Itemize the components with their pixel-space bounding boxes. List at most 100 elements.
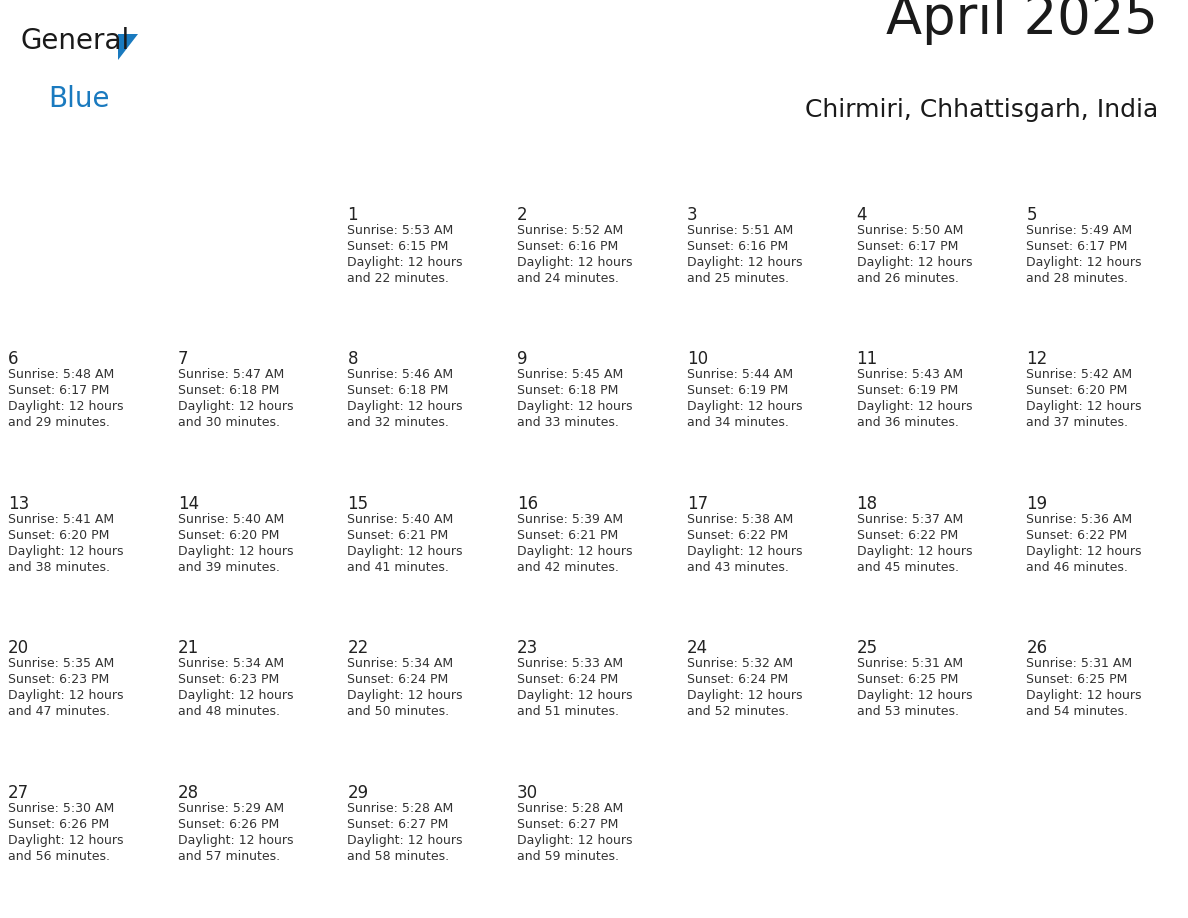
Text: Sunrise: 5:36 AM: Sunrise: 5:36 AM <box>1026 513 1132 526</box>
Text: Sunset: 6:26 PM: Sunset: 6:26 PM <box>178 818 279 831</box>
Text: Daylight: 12 hours: Daylight: 12 hours <box>8 834 124 846</box>
Text: Daylight: 12 hours: Daylight: 12 hours <box>8 544 124 558</box>
Text: Sunset: 6:17 PM: Sunset: 6:17 PM <box>8 385 109 397</box>
Text: 13: 13 <box>8 495 30 513</box>
Text: 2: 2 <box>517 206 527 224</box>
Text: Daylight: 12 hours: Daylight: 12 hours <box>178 834 293 846</box>
Text: 24: 24 <box>687 639 708 657</box>
Text: 3: 3 <box>687 206 697 224</box>
Text: and 53 minutes.: and 53 minutes. <box>857 705 959 718</box>
Text: and 54 minutes.: and 54 minutes. <box>1026 705 1129 718</box>
Text: Sunset: 6:18 PM: Sunset: 6:18 PM <box>517 385 619 397</box>
Text: 18: 18 <box>857 495 878 513</box>
Text: Sunset: 6:23 PM: Sunset: 6:23 PM <box>178 673 279 686</box>
Text: Sunrise: 5:31 AM: Sunrise: 5:31 AM <box>857 657 962 670</box>
Text: Sunset: 6:24 PM: Sunset: 6:24 PM <box>347 673 449 686</box>
Text: Daylight: 12 hours: Daylight: 12 hours <box>347 834 463 846</box>
Text: Sunrise: 5:49 AM: Sunrise: 5:49 AM <box>1026 224 1132 237</box>
Text: Daylight: 12 hours: Daylight: 12 hours <box>687 689 802 702</box>
Text: Sunset: 6:25 PM: Sunset: 6:25 PM <box>1026 673 1127 686</box>
Text: Sunrise: 5:39 AM: Sunrise: 5:39 AM <box>517 513 624 526</box>
Text: Daylight: 12 hours: Daylight: 12 hours <box>857 256 972 269</box>
Text: Friday: Friday <box>857 163 918 181</box>
Text: 28: 28 <box>178 784 198 801</box>
Text: Sunset: 6:20 PM: Sunset: 6:20 PM <box>178 529 279 542</box>
Text: Saturday: Saturday <box>1026 163 1118 181</box>
Text: Daylight: 12 hours: Daylight: 12 hours <box>1026 256 1142 269</box>
Text: 4: 4 <box>857 206 867 224</box>
Text: Daylight: 12 hours: Daylight: 12 hours <box>347 400 463 413</box>
Text: Chirmiri, Chhattisgarh, India: Chirmiri, Chhattisgarh, India <box>804 98 1158 122</box>
Text: Sunrise: 5:34 AM: Sunrise: 5:34 AM <box>178 657 284 670</box>
Text: Wednesday: Wednesday <box>517 163 633 181</box>
Text: Sunset: 6:27 PM: Sunset: 6:27 PM <box>347 818 449 831</box>
Text: Sunrise: 5:46 AM: Sunrise: 5:46 AM <box>347 368 454 381</box>
Text: and 59 minutes.: and 59 minutes. <box>517 849 619 863</box>
Text: Daylight: 12 hours: Daylight: 12 hours <box>8 400 124 413</box>
Text: and 43 minutes.: and 43 minutes. <box>687 561 789 574</box>
Text: Daylight: 12 hours: Daylight: 12 hours <box>178 400 293 413</box>
Text: Sunrise: 5:42 AM: Sunrise: 5:42 AM <box>1026 368 1132 381</box>
Text: Sunrise: 5:40 AM: Sunrise: 5:40 AM <box>347 513 454 526</box>
Text: Sunset: 6:20 PM: Sunset: 6:20 PM <box>1026 385 1127 397</box>
Text: Sunday: Sunday <box>8 163 82 181</box>
Text: Sunset: 6:16 PM: Sunset: 6:16 PM <box>687 240 788 253</box>
Text: Daylight: 12 hours: Daylight: 12 hours <box>857 400 972 413</box>
Text: 11: 11 <box>857 351 878 368</box>
Text: Sunrise: 5:51 AM: Sunrise: 5:51 AM <box>687 224 794 237</box>
Text: Daylight: 12 hours: Daylight: 12 hours <box>517 834 633 846</box>
Text: and 36 minutes.: and 36 minutes. <box>857 417 959 430</box>
Text: and 56 minutes.: and 56 minutes. <box>8 849 110 863</box>
Text: Daylight: 12 hours: Daylight: 12 hours <box>857 689 972 702</box>
Text: Sunset: 6:26 PM: Sunset: 6:26 PM <box>8 818 109 831</box>
Text: 27: 27 <box>8 784 30 801</box>
Text: Sunrise: 5:50 AM: Sunrise: 5:50 AM <box>857 224 963 237</box>
Text: and 33 minutes.: and 33 minutes. <box>517 417 619 430</box>
Text: Sunset: 6:21 PM: Sunset: 6:21 PM <box>347 529 449 542</box>
Text: Sunrise: 5:32 AM: Sunrise: 5:32 AM <box>687 657 792 670</box>
Text: and 34 minutes.: and 34 minutes. <box>687 417 789 430</box>
Text: 9: 9 <box>517 351 527 368</box>
Text: Sunset: 6:17 PM: Sunset: 6:17 PM <box>857 240 958 253</box>
Text: and 32 minutes.: and 32 minutes. <box>347 417 449 430</box>
Text: April 2025: April 2025 <box>886 0 1158 45</box>
Text: Daylight: 12 hours: Daylight: 12 hours <box>1026 689 1142 702</box>
Text: Sunrise: 5:48 AM: Sunrise: 5:48 AM <box>8 368 114 381</box>
Text: Daylight: 12 hours: Daylight: 12 hours <box>517 256 633 269</box>
Text: 19: 19 <box>1026 495 1048 513</box>
Text: and 25 minutes.: and 25 minutes. <box>687 272 789 285</box>
Text: 17: 17 <box>687 495 708 513</box>
Text: Sunset: 6:24 PM: Sunset: 6:24 PM <box>687 673 788 686</box>
Text: Sunrise: 5:52 AM: Sunrise: 5:52 AM <box>517 224 624 237</box>
Text: 8: 8 <box>347 351 358 368</box>
Text: Sunset: 6:18 PM: Sunset: 6:18 PM <box>178 385 279 397</box>
Text: Sunrise: 5:37 AM: Sunrise: 5:37 AM <box>857 513 962 526</box>
Text: Daylight: 12 hours: Daylight: 12 hours <box>347 256 463 269</box>
Text: and 38 minutes.: and 38 minutes. <box>8 561 110 574</box>
Text: Sunrise: 5:33 AM: Sunrise: 5:33 AM <box>517 657 624 670</box>
Text: and 41 minutes.: and 41 minutes. <box>347 561 449 574</box>
Text: Thursday: Thursday <box>687 163 781 181</box>
Text: Sunrise: 5:29 AM: Sunrise: 5:29 AM <box>178 801 284 814</box>
Text: Sunset: 6:16 PM: Sunset: 6:16 PM <box>517 240 619 253</box>
Text: 26: 26 <box>1026 639 1048 657</box>
Text: Daylight: 12 hours: Daylight: 12 hours <box>857 544 972 558</box>
Text: Sunrise: 5:38 AM: Sunrise: 5:38 AM <box>687 513 794 526</box>
Text: Sunrise: 5:40 AM: Sunrise: 5:40 AM <box>178 513 284 526</box>
Text: and 39 minutes.: and 39 minutes. <box>178 561 279 574</box>
Text: and 37 minutes.: and 37 minutes. <box>1026 417 1129 430</box>
Text: and 30 minutes.: and 30 minutes. <box>178 417 279 430</box>
Text: Sunset: 6:27 PM: Sunset: 6:27 PM <box>517 818 619 831</box>
Polygon shape <box>118 34 138 60</box>
Text: and 22 minutes.: and 22 minutes. <box>347 272 449 285</box>
Text: Sunrise: 5:47 AM: Sunrise: 5:47 AM <box>178 368 284 381</box>
Text: Sunset: 6:22 PM: Sunset: 6:22 PM <box>857 529 958 542</box>
Text: 5: 5 <box>1026 206 1037 224</box>
Text: 20: 20 <box>8 639 30 657</box>
Text: Monday: Monday <box>178 163 257 181</box>
Text: 22: 22 <box>347 639 368 657</box>
Text: 25: 25 <box>857 639 878 657</box>
Text: Daylight: 12 hours: Daylight: 12 hours <box>347 544 463 558</box>
Text: Sunset: 6:24 PM: Sunset: 6:24 PM <box>517 673 619 686</box>
Text: Daylight: 12 hours: Daylight: 12 hours <box>347 689 463 702</box>
